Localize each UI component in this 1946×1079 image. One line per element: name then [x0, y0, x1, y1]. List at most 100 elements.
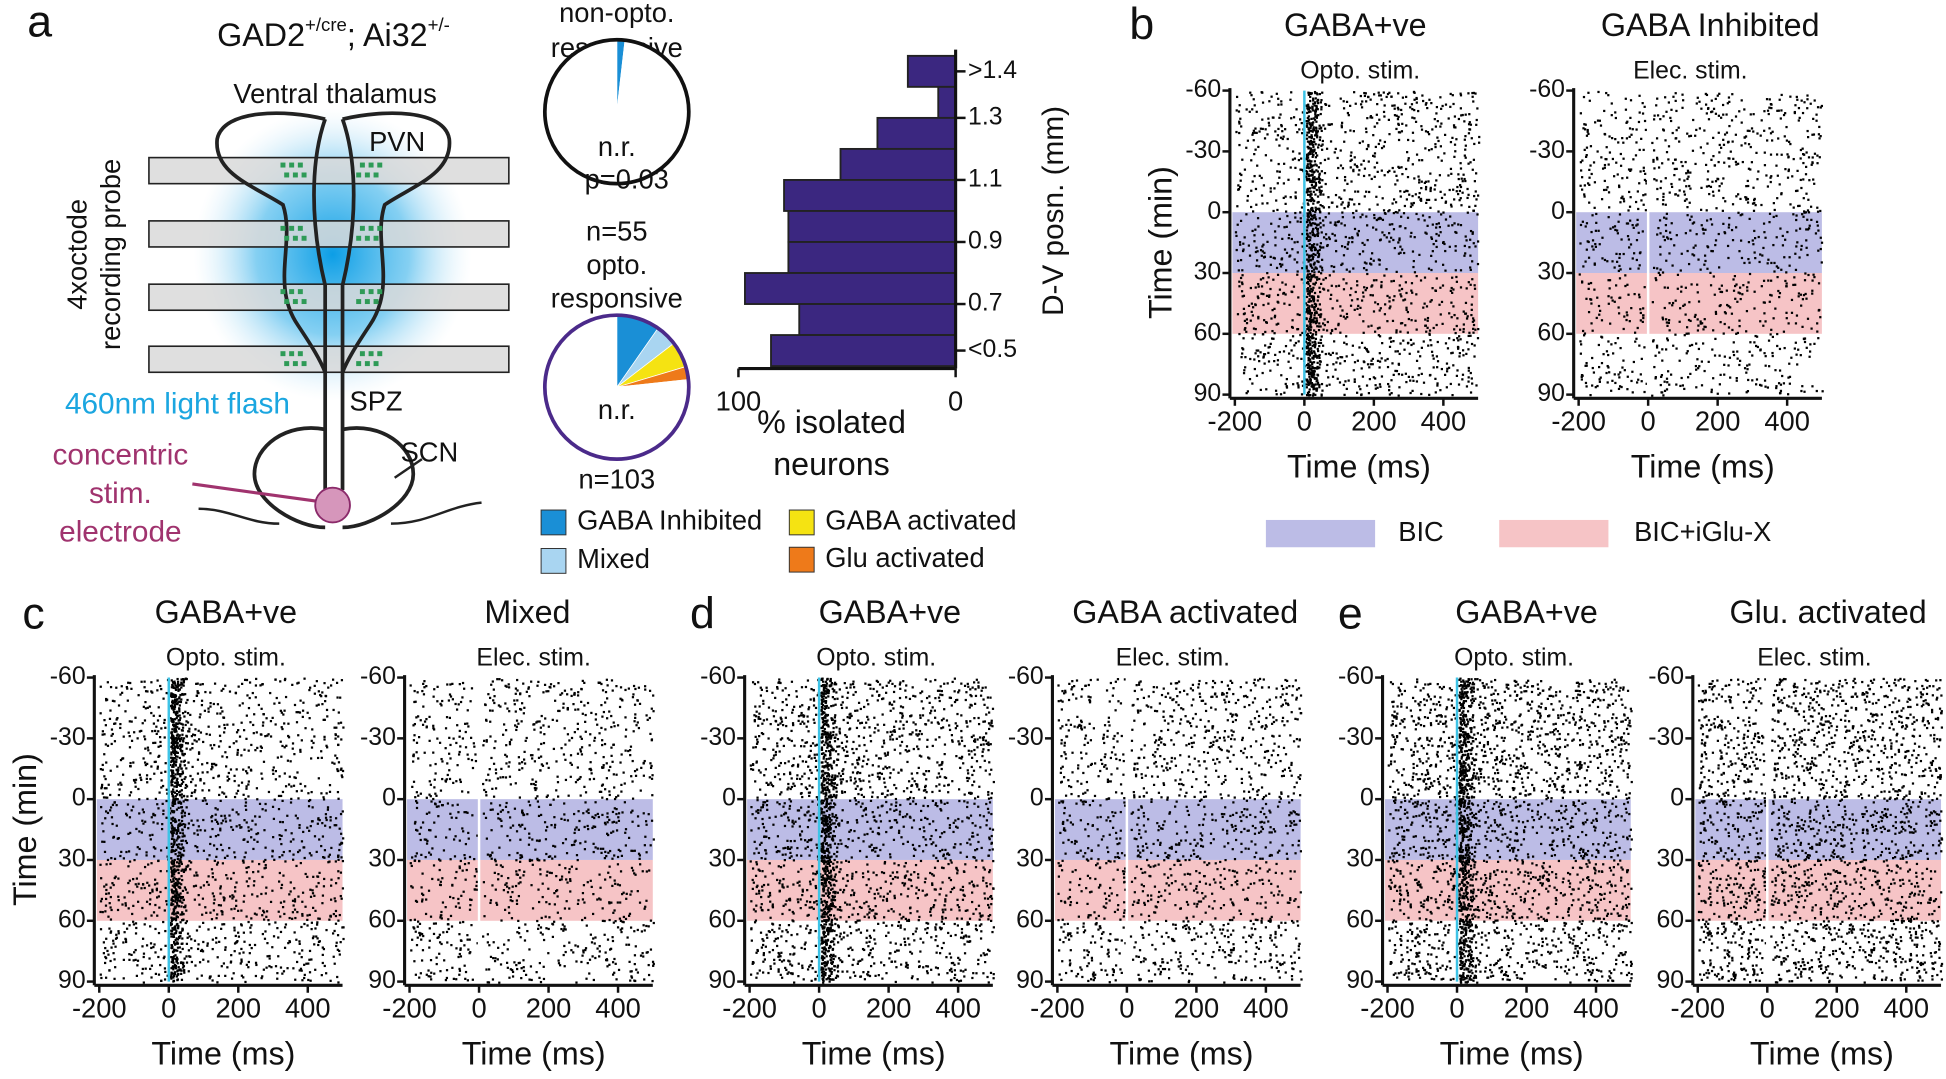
- spike-dot: [1687, 171, 1690, 174]
- spike-dot: [138, 798, 141, 801]
- spike-dot: [1638, 344, 1641, 347]
- spike-dot: [212, 776, 215, 780]
- spike-dot: [262, 713, 265, 716]
- bar: [787, 241, 957, 274]
- spike-dot: [316, 937, 319, 940]
- spike-dot: [1600, 361, 1604, 365]
- spike-dot: [1271, 329, 1274, 333]
- spike-dot: [244, 797, 247, 801]
- condition-band: [1576, 212, 1822, 274]
- spike-dot: [1638, 182, 1641, 185]
- spike-dot: [280, 834, 283, 838]
- spike-dot: [295, 711, 298, 714]
- spike-dot: [1461, 180, 1464, 183]
- spike-dot: [1669, 238, 1673, 241]
- spike-dot: [284, 785, 288, 788]
- spike-dot: [1399, 293, 1402, 296]
- spike-dot: [1310, 193, 1313, 196]
- spike-dot: [181, 878, 184, 882]
- spike-dot: [1660, 374, 1664, 377]
- spike-dot: [1363, 346, 1367, 349]
- spike-dot: [1413, 98, 1416, 101]
- spike-dot: [1439, 96, 1442, 99]
- spike-dot: [99, 900, 103, 903]
- spike-dot: [1314, 183, 1318, 187]
- spike-dot: [1300, 393, 1304, 396]
- spike-dot: [1443, 133, 1447, 137]
- spike-dot: [1475, 172, 1478, 175]
- spike-dot: [1313, 314, 1316, 317]
- spike-dot: [1276, 359, 1280, 362]
- spike-dot: [1439, 286, 1442, 289]
- spike-dot: [1443, 193, 1446, 196]
- spike-dot: [104, 777, 107, 781]
- spike-dot: [1471, 91, 1474, 95]
- spike-dot: [1727, 326, 1731, 329]
- spike-dot: [1640, 137, 1643, 140]
- spike-dot: [303, 963, 306, 966]
- spike-dot: [1306, 187, 1310, 190]
- spike-dot: [1277, 162, 1280, 166]
- legend-swatch: [788, 546, 815, 573]
- spike-dot: [284, 677, 287, 681]
- spike-dot: [1587, 310, 1591, 314]
- spike-dot: [1775, 153, 1779, 156]
- spike-dot: [336, 790, 340, 794]
- spike-dot: [1238, 120, 1241, 123]
- spike-dot: [149, 925, 152, 928]
- spike-dot: [1795, 95, 1798, 99]
- spike-dot: [99, 928, 103, 931]
- spike-dot: [1811, 289, 1814, 292]
- spike-dot: [1712, 329, 1715, 332]
- spike-dot: [288, 850, 291, 853]
- spike-dot: [1312, 176, 1315, 180]
- spike-dot: [172, 686, 175, 689]
- spike-dot: [1317, 255, 1320, 259]
- spike-dot: [1309, 169, 1312, 173]
- spike-dot: [1411, 389, 1414, 393]
- spike-dot: [1316, 130, 1320, 133]
- spike-dot: [1308, 329, 1311, 332]
- spike-dot: [136, 846, 139, 849]
- spike-dot: [237, 931, 240, 934]
- spike-dot: [1584, 123, 1587, 126]
- spike-dot: [1314, 337, 1318, 341]
- spike-dot: [1634, 154, 1638, 157]
- spike-dot: [217, 745, 221, 748]
- spike-dot: [1588, 201, 1591, 204]
- spike-dot: [1771, 354, 1774, 358]
- spike-dot: [1365, 215, 1368, 218]
- spike-dot: [1607, 191, 1611, 194]
- spike-dot: [1685, 352, 1688, 355]
- spike-dot: [1583, 184, 1586, 187]
- spike-dot: [1307, 91, 1310, 94]
- spike-dot: [1470, 303, 1473, 306]
- spike-dot: [1306, 198, 1309, 202]
- spike-dot: [1358, 169, 1361, 172]
- spike-dot: [1380, 169, 1383, 172]
- spike-dot: [105, 787, 108, 790]
- spike-dot: [187, 949, 191, 952]
- spike-dot: [1791, 175, 1794, 178]
- spike-dot: [149, 891, 152, 895]
- spike-dot: [1280, 257, 1284, 260]
- spike-dot: [1312, 366, 1315, 370]
- spike-dot: [109, 685, 113, 689]
- spike-dot: [310, 739, 313, 742]
- spike-dot: [1635, 239, 1639, 242]
- spike-dot: [1333, 234, 1337, 237]
- spike-dot: [1245, 146, 1248, 149]
- spike-dot: [1424, 103, 1427, 106]
- spike-dot: [1663, 216, 1666, 219]
- spike-dot: [1242, 242, 1245, 245]
- spike-dot: [1807, 273, 1810, 277]
- spike-dot: [201, 683, 204, 686]
- spike-dot: [1474, 190, 1477, 193]
- spike-dot: [175, 956, 179, 959]
- spike-dot: [1808, 355, 1811, 358]
- spike-dot: [1391, 223, 1394, 226]
- spike-dot: [1317, 223, 1320, 226]
- spike-dot: [224, 946, 227, 949]
